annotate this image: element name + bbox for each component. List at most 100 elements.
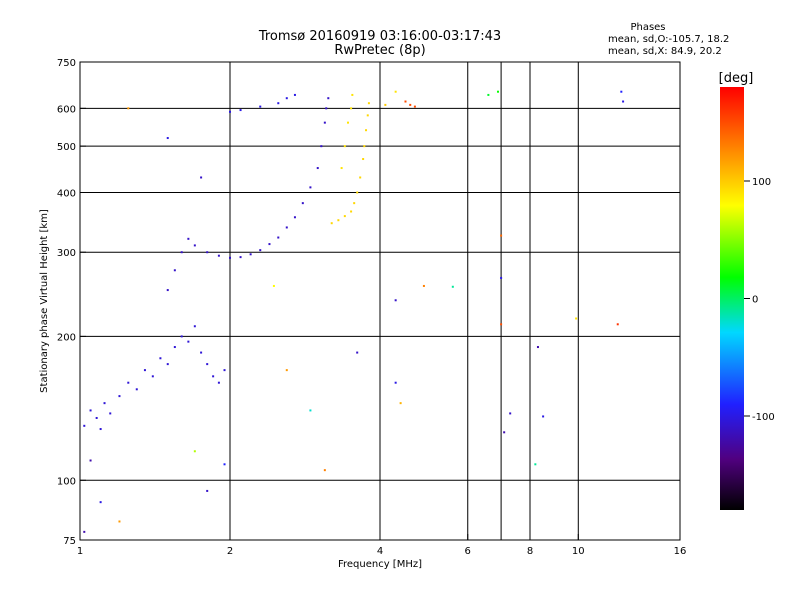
echo-point xyxy=(394,299,397,302)
echo-point xyxy=(362,158,365,161)
echo-point xyxy=(323,121,326,124)
colorbar-tick-label: 0 xyxy=(752,295,758,306)
echo-point xyxy=(118,395,121,398)
echo-point xyxy=(622,100,625,103)
echo-point xyxy=(89,459,92,462)
echo-point xyxy=(366,114,369,117)
echo-point xyxy=(166,137,169,140)
echo-point xyxy=(259,249,262,252)
echo-point xyxy=(200,351,203,354)
echo-point xyxy=(206,363,209,366)
echo-point xyxy=(95,416,98,419)
echo-point xyxy=(193,244,196,247)
echo-point xyxy=(500,323,503,326)
echo-point xyxy=(159,357,162,360)
echo-point xyxy=(351,93,354,96)
echo-point xyxy=(272,284,275,287)
echo-point xyxy=(343,215,346,218)
y-tick-label: 750 xyxy=(57,58,76,69)
echo-point xyxy=(180,335,183,338)
echo-point xyxy=(293,216,296,219)
echo-point xyxy=(327,97,330,100)
echo-point xyxy=(325,107,328,110)
x-tick-label: 8 xyxy=(527,546,533,557)
echo-point xyxy=(206,489,209,492)
axis-ticks: 1 2 4 6 8 10 16 75 100 200 300 400 500 600 750 xyxy=(57,58,686,557)
x-tick-label: 10 xyxy=(572,546,585,557)
chart-title: Tromsø 20160919 03:16:00-03:17:43 xyxy=(258,29,501,44)
echo-point xyxy=(187,340,190,343)
echo-point xyxy=(394,90,397,93)
echo-point xyxy=(173,269,176,272)
colorbar xyxy=(720,87,744,510)
echo-point xyxy=(83,530,86,533)
echo-point xyxy=(346,121,349,124)
echo-point xyxy=(356,191,359,194)
echo-point xyxy=(200,176,203,179)
echo-point xyxy=(223,369,226,372)
echo-point xyxy=(353,202,356,205)
data-points xyxy=(83,90,625,533)
echo-point xyxy=(451,285,454,288)
echo-point xyxy=(277,236,280,239)
stats-line-x: mean, sd,X: 84.9, 20.2 xyxy=(608,46,722,57)
echo-point xyxy=(542,415,545,418)
x-axis-label: Frequency [MHz] xyxy=(338,559,422,570)
echo-point xyxy=(367,102,370,105)
echo-point xyxy=(259,105,262,108)
echo-point xyxy=(337,219,340,222)
echo-point xyxy=(277,102,280,105)
echo-point xyxy=(534,463,537,466)
echo-point xyxy=(422,284,425,287)
echo-point xyxy=(193,325,196,328)
echo-point xyxy=(143,369,146,372)
stats-heading: Phases xyxy=(630,22,665,33)
echo-point xyxy=(350,210,353,213)
echo-point xyxy=(620,90,623,93)
echo-point xyxy=(229,256,231,259)
echo-point xyxy=(536,346,539,349)
echo-point xyxy=(413,105,416,108)
echo-point xyxy=(616,323,619,326)
echo-point xyxy=(103,402,106,405)
y-tick-label: 100 xyxy=(57,476,76,487)
echo-point xyxy=(151,375,154,378)
echo-point xyxy=(229,110,231,113)
colorbar-tick-label: 100 xyxy=(752,177,771,188)
echo-point xyxy=(187,237,190,240)
echo-point xyxy=(223,463,226,466)
echo-point xyxy=(575,317,578,320)
echo-point xyxy=(340,167,343,170)
echo-point xyxy=(356,351,359,354)
echo-point xyxy=(365,129,368,132)
echo-point xyxy=(359,176,362,179)
echo-point xyxy=(343,145,346,148)
y-tick-label: 600 xyxy=(57,104,76,115)
echo-point xyxy=(500,234,503,237)
echo-point xyxy=(166,363,169,366)
echo-point xyxy=(363,145,366,148)
echo-point xyxy=(301,202,304,205)
echo-point xyxy=(509,412,512,415)
echo-point xyxy=(285,97,288,100)
x-tick-label: 1 xyxy=(77,546,83,557)
echo-point xyxy=(293,93,296,96)
y-tick-label: 75 xyxy=(63,536,76,547)
y-tick-label: 200 xyxy=(57,332,76,343)
echo-point xyxy=(89,409,92,412)
echo-point xyxy=(285,226,288,229)
echo-point xyxy=(384,103,387,106)
echo-point xyxy=(109,412,112,415)
echo-point xyxy=(323,469,326,472)
echo-point xyxy=(268,243,271,246)
echo-point xyxy=(500,276,503,279)
x-tick-label: 6 xyxy=(465,546,471,557)
echo-point xyxy=(193,450,196,453)
echo-point xyxy=(496,90,499,93)
echo-point xyxy=(487,93,490,96)
echo-point xyxy=(212,375,215,378)
echo-point xyxy=(330,222,333,225)
echo-point xyxy=(399,402,402,405)
echo-point xyxy=(135,388,138,391)
